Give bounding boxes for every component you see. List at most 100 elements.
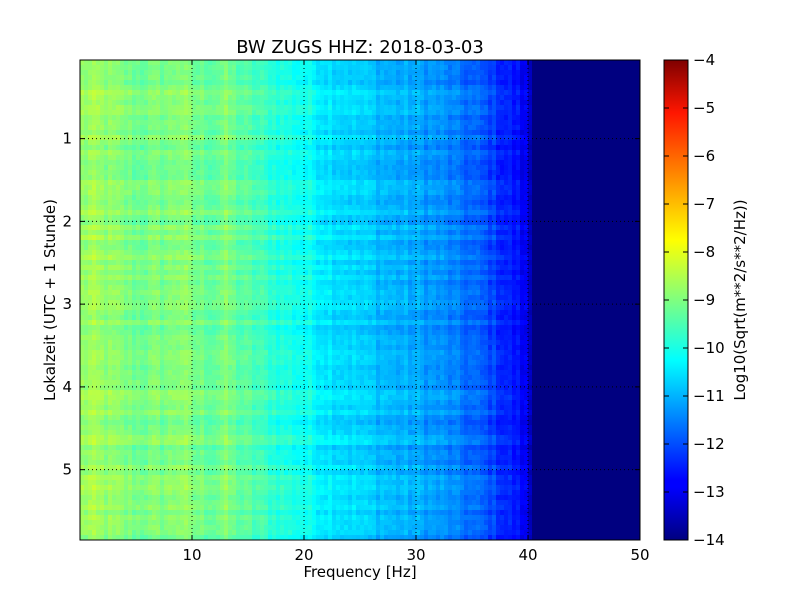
heatmap-cell	[192, 200, 197, 206]
heatmap-cell	[136, 100, 141, 106]
heatmap-cell	[256, 140, 261, 146]
heatmap-cell	[628, 60, 633, 66]
heatmap-cell	[492, 110, 497, 116]
heatmap-cell	[112, 230, 117, 236]
heatmap-cell	[240, 110, 245, 116]
heatmap-cell	[376, 120, 381, 126]
heatmap-cell	[428, 125, 433, 131]
heatmap-cell	[572, 60, 577, 66]
heatmap-cell	[580, 150, 585, 156]
heatmap-cell	[136, 110, 141, 116]
heatmap-cell	[84, 165, 89, 171]
heatmap-cell	[152, 145, 157, 151]
heatmap-cell	[560, 100, 565, 106]
heatmap-cell	[472, 140, 477, 146]
heatmap-cell	[408, 125, 413, 131]
heatmap-cell	[340, 155, 345, 161]
heatmap-cell	[620, 120, 625, 126]
heatmap-cell	[224, 170, 229, 176]
heatmap-cell	[496, 135, 501, 141]
heatmap-cell	[624, 175, 629, 181]
heatmap-cell	[624, 80, 629, 86]
heatmap-cell	[260, 220, 265, 226]
heatmap-cell	[416, 90, 421, 96]
heatmap-cell	[468, 105, 473, 111]
heatmap-cell	[608, 195, 613, 201]
heatmap-cell	[144, 130, 149, 136]
heatmap-cell	[576, 120, 581, 126]
heatmap-cell	[604, 135, 609, 141]
heatmap-cell	[464, 90, 469, 96]
heatmap-cell	[356, 195, 361, 201]
heatmap-cell	[544, 65, 549, 71]
heatmap-cell	[196, 170, 201, 176]
heatmap-cell	[504, 230, 509, 236]
heatmap-cell	[192, 80, 197, 86]
heatmap-cell	[200, 70, 205, 76]
heatmap-cell	[260, 155, 265, 161]
heatmap-cell	[268, 165, 273, 171]
heatmap-cell	[616, 90, 621, 96]
heatmap-cell	[456, 190, 461, 196]
heatmap-cell	[288, 165, 293, 171]
heatmap-cell	[136, 65, 141, 71]
heatmap-cell	[560, 75, 565, 81]
heatmap-cell	[416, 80, 421, 86]
heatmap-cell	[280, 215, 285, 221]
heatmap-cell	[204, 200, 209, 206]
heatmap-cell	[116, 205, 121, 211]
heatmap-cell	[392, 220, 397, 226]
heatmap-cell	[636, 80, 640, 86]
heatmap-cell	[136, 125, 141, 131]
heatmap-cell	[160, 225, 165, 231]
heatmap-cell	[216, 85, 221, 91]
heatmap-cell	[92, 180, 97, 186]
heatmap-cell	[416, 230, 421, 236]
heatmap-cell	[168, 85, 173, 91]
heatmap-cell	[268, 180, 273, 186]
heatmap-cell	[100, 155, 105, 161]
heatmap-cell	[128, 65, 133, 71]
heatmap-cell	[560, 135, 565, 141]
heatmap-cell	[628, 210, 633, 216]
heatmap-cell	[560, 220, 565, 226]
heatmap-cell	[344, 100, 349, 106]
heatmap-cell	[308, 205, 313, 211]
heatmap-cell	[268, 85, 273, 91]
heatmap-cell	[340, 160, 345, 166]
heatmap-cell	[608, 130, 613, 136]
heatmap-cell	[416, 190, 421, 196]
heatmap-cell	[400, 140, 405, 146]
heatmap-cell	[596, 160, 601, 166]
heatmap-cell	[428, 155, 433, 161]
heatmap-cell	[448, 160, 453, 166]
heatmap-cell	[456, 220, 461, 226]
heatmap-cell	[104, 205, 109, 211]
heatmap-cell	[296, 150, 301, 156]
heatmap-cell	[460, 60, 465, 66]
heatmap-cell	[148, 165, 153, 171]
heatmap-cell	[348, 230, 353, 236]
heatmap-cell	[140, 200, 145, 206]
heatmap-cell	[388, 115, 393, 121]
heatmap-cell	[96, 185, 101, 191]
heatmap-cell	[404, 75, 409, 81]
heatmap-cell	[424, 105, 429, 111]
heatmap-cell	[348, 65, 353, 71]
heatmap-cell	[312, 70, 317, 76]
heatmap-cell	[432, 215, 437, 221]
heatmap-cell	[620, 80, 625, 86]
heatmap-cell	[456, 70, 461, 76]
heatmap-cell	[464, 150, 469, 156]
heatmap-cell	[184, 170, 189, 176]
heatmap-cell	[128, 140, 133, 146]
heatmap-cell	[80, 150, 85, 156]
heatmap-cell	[424, 135, 429, 141]
heatmap-cell	[364, 170, 369, 176]
heatmap-cell	[352, 65, 357, 71]
heatmap-cell	[524, 230, 529, 236]
heatmap-cell	[608, 190, 613, 196]
heatmap-cell	[428, 85, 433, 91]
heatmap-cell	[260, 85, 265, 91]
heatmap-cell	[268, 170, 273, 176]
